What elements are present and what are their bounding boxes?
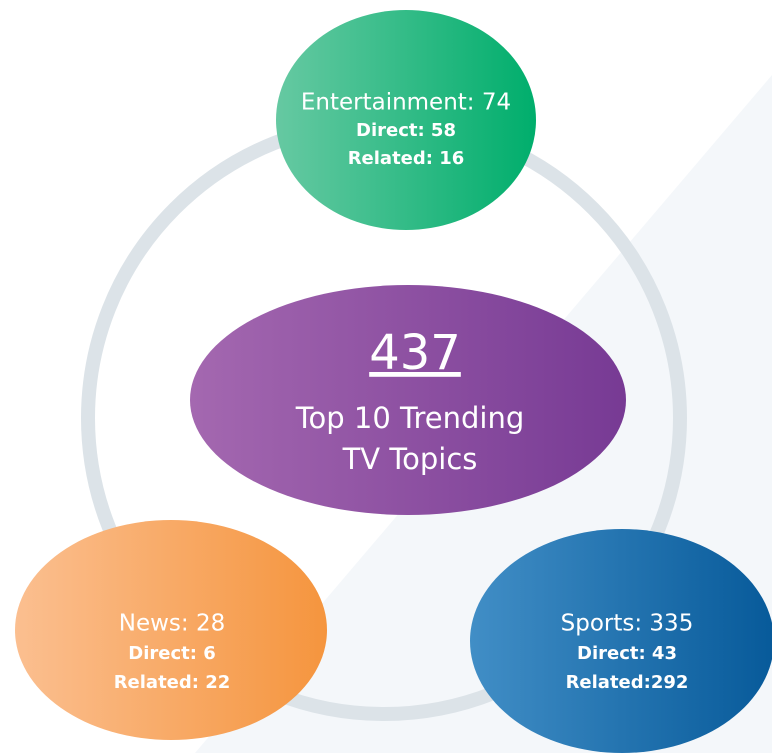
node-direct: Direct: 58 <box>356 120 456 141</box>
node-related: Related: 16 <box>348 148 465 169</box>
entertainment-node <box>276 10 536 230</box>
node-title: Entertainment: 74 <box>301 90 511 116</box>
center-total: 437 <box>369 325 461 381</box>
node-related: Related:292 <box>566 672 689 693</box>
center-label: TV Topics <box>342 442 478 476</box>
node-direct: Direct: 6 <box>128 643 215 664</box>
node-title: Sports: 335 <box>561 611 694 637</box>
node-title: News: 28 <box>119 611 225 637</box>
node-direct: Direct: 43 <box>577 643 677 664</box>
news-node <box>15 520 327 740</box>
sports-node <box>470 529 772 753</box>
node-related: Related: 22 <box>114 672 231 693</box>
center-label: Top 10 Trending <box>295 401 525 435</box>
center-node <box>190 285 626 515</box>
